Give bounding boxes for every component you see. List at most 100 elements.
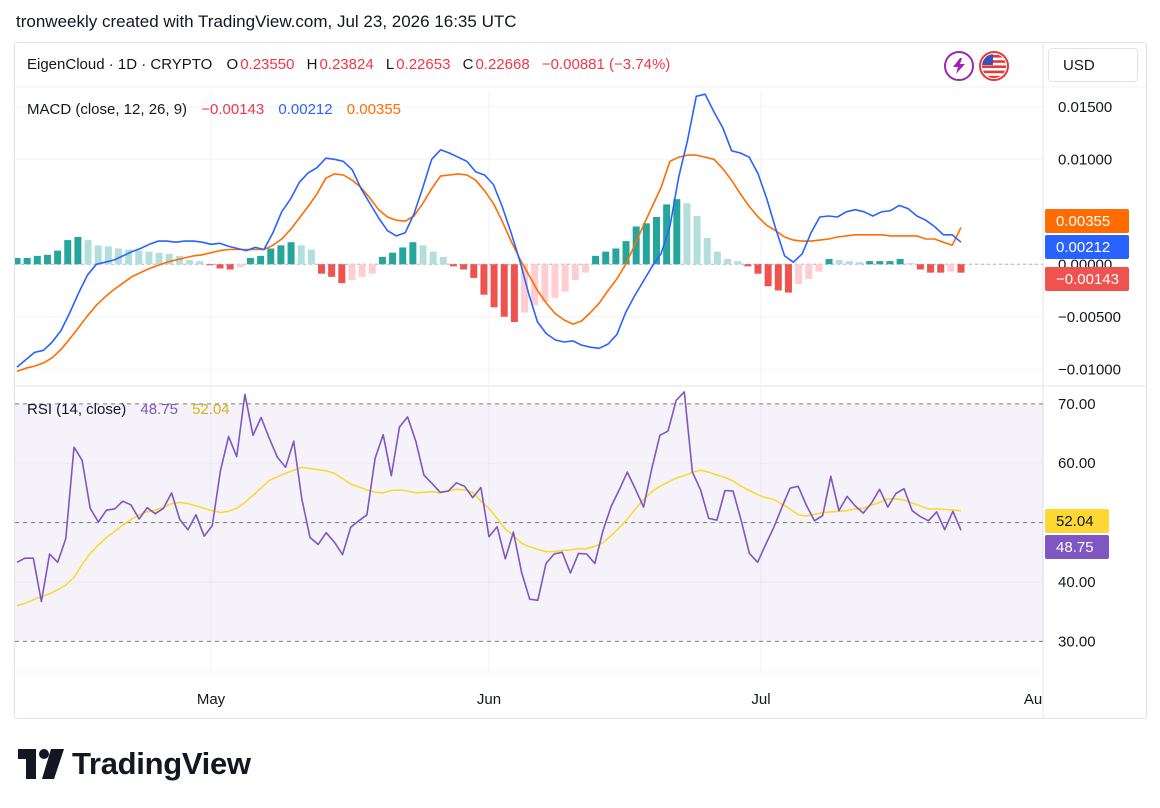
macd-histogram-bar [328, 264, 336, 277]
macd-y-tick-label: −0.00500 [1058, 309, 1121, 326]
macd-histogram-bar [855, 262, 863, 265]
macd-histogram-bar [581, 264, 589, 273]
macd-histogram-bar [957, 264, 965, 273]
macd-y-tick-label: 0.01000 [1058, 151, 1112, 168]
macd-histogram-bar [866, 261, 874, 265]
macd-histogram-bar [338, 264, 346, 284]
macd-histogram-bar [399, 247, 407, 265]
macd-histogram-bar [886, 261, 894, 265]
currency-button[interactable]: USD [1048, 48, 1138, 82]
tradingview-logo-icon [18, 749, 64, 779]
rsi-ma-last-value-label: 52.04 [1056, 513, 1094, 530]
macd-histogram-bar [805, 264, 813, 279]
macd-histogram-bar [521, 264, 529, 313]
macd-line-value: 0.00212 [278, 101, 333, 118]
macd-histogram-bar [896, 259, 904, 265]
rsi-ma-value: 52.04 [192, 401, 230, 418]
lightning-icon[interactable] [944, 51, 974, 81]
macd-histogram-bar [15, 257, 21, 265]
rsi-title: RSI (14, close) [27, 401, 127, 418]
us-flag-icon[interactable] [979, 51, 1009, 81]
macd-histogram-bar [500, 264, 508, 317]
macd-histogram-bar [937, 264, 945, 273]
macd-histogram-bar [734, 261, 742, 265]
hist-last-value-label: −0.00143 [1056, 271, 1119, 288]
macd-histogram-bar [683, 203, 691, 265]
symbol-legend[interactable]: EigenCloud · 1D · CRYPTO O 0.23550 H 0.238… [27, 56, 672, 73]
x-tick-label: Jun [477, 691, 501, 708]
rsi-last-value-label-bg [1045, 535, 1109, 559]
chart-canvas[interactable]: May Jun Jul Au0.015000.010000.00000−0.00500… [15, 43, 1146, 718]
macd-last-value-label-bg [1045, 235, 1129, 259]
macd-histogram-bar [287, 242, 295, 265]
chart-frame[interactable]: May Jun Jul Au 0.01500 0.01000 0.00000 −0.00500… [14, 42, 1147, 719]
macd-histogram-bar [54, 250, 62, 265]
macd-histogram-bar [74, 236, 82, 265]
macd-histogram-bar [186, 260, 194, 265]
rsi-y-tick-label: 40.00 [1058, 574, 1096, 591]
macd-histogram-bar [947, 264, 955, 272]
rsi-legend[interactable]: RSI (14, close) 48.75 52.04 [27, 401, 232, 418]
macd-histogram-bar [764, 264, 772, 287]
macd-histogram-bar [419, 245, 427, 265]
macd-histogram-bar [318, 264, 326, 274]
macd-histogram-bar [480, 264, 488, 295]
macd-histogram-bar [561, 264, 569, 292]
logo-text: TradingView [72, 746, 251, 781]
macd-histogram-bar [257, 255, 265, 265]
macd-histogram-bar [460, 264, 468, 270]
macd-histogram-bar [693, 215, 701, 265]
macd-histogram-bar [602, 251, 610, 265]
macd-histogram-bar [510, 264, 518, 322]
macd-title: MACD (close, 12, 26, 9) [27, 101, 188, 118]
macd-histogram-bar [754, 264, 762, 274]
macd-histogram-bar [541, 264, 549, 303]
macd-histogram-bar [724, 259, 732, 265]
macd-histogram-bar [592, 255, 600, 265]
macd-histogram-bar [927, 264, 935, 273]
macd-histogram-bar [449, 264, 457, 267]
macd-histogram-bar [652, 217, 660, 265]
macd-histogram-bar [825, 259, 833, 265]
macd-histogram-bar [196, 261, 204, 265]
macd-histogram-bar [216, 264, 224, 269]
macd-histogram-bar [125, 249, 133, 265]
rsi-value: 48.75 [140, 401, 178, 418]
macd-histogram-bar [815, 264, 823, 272]
change-value: −0.00881 (−3.74%) [541, 56, 671, 73]
x-tick-label: May [197, 691, 226, 708]
rsi-line [16, 391, 962, 603]
macd-histogram-bar [774, 264, 782, 291]
macd-histogram-bar [236, 264, 244, 268]
macd-histogram-bar [632, 226, 640, 265]
macd-histogram-bar [622, 241, 630, 265]
macd-histogram-bar [297, 245, 305, 265]
macd-histogram-bar [115, 248, 123, 265]
macd-histogram-bar [835, 260, 843, 265]
macd-histogram-bar [876, 261, 884, 265]
macd-histogram-bar [84, 240, 92, 265]
close-label: C [462, 56, 474, 73]
macd-histogram-bar [23, 257, 31, 265]
macd-y-tick-label: −0.01000 [1058, 361, 1121, 378]
high-value: 0.23824 [319, 56, 374, 73]
signal-last-value-label-bg [1045, 209, 1129, 233]
macd-y-tick-label: 0.01500 [1058, 99, 1112, 116]
macd-histogram-bar [104, 246, 112, 265]
macd-histogram-bar [43, 254, 51, 265]
rsi-last-value-label: 48.75 [1056, 539, 1094, 556]
macd-histogram-bar [784, 264, 792, 293]
macd-histogram-bar [358, 264, 366, 277]
macd-legend[interactable]: MACD (close, 12, 26, 9) −0.00143 0.00212… [27, 101, 403, 118]
macd-histogram-bar [267, 248, 275, 265]
chart-credit: tronweekly created with TradingView.com,… [16, 12, 517, 31]
macd-histogram-bar [155, 252, 163, 265]
low-value: 0.22653 [396, 56, 451, 73]
macd-line [16, 93, 962, 368]
rsi-y-tick-label: 30.00 [1058, 633, 1096, 650]
macd-histogram-bar [94, 245, 102, 265]
macd-histogram-bar [135, 250, 143, 265]
low-label: L [385, 56, 395, 73]
macd-histogram-bar [642, 223, 650, 265]
macd-histogram-bar [368, 264, 376, 274]
